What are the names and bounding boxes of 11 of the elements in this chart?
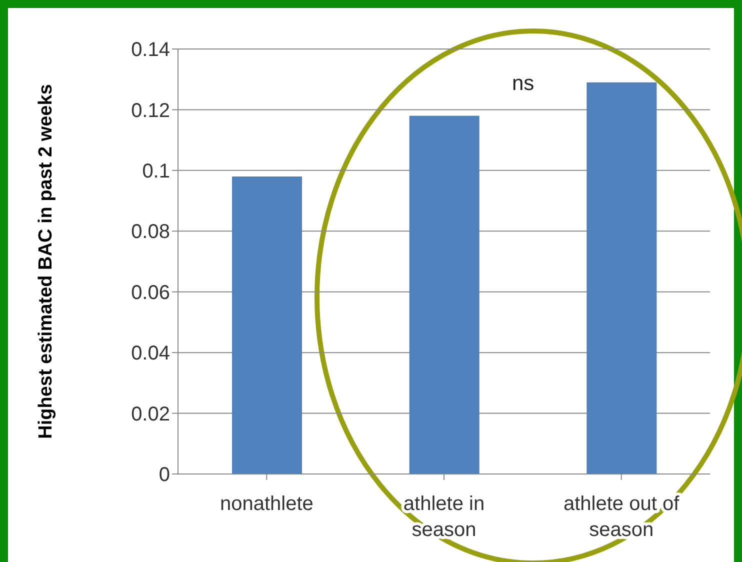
y-tick-label: 0.14 xyxy=(131,39,170,62)
y-tick-label: 0.12 xyxy=(131,100,170,122)
x-tick-label: nonathlete xyxy=(220,493,314,515)
y-tick-label: 0.04 xyxy=(131,342,170,365)
y-tick-label: 0 xyxy=(158,464,170,486)
y-tick-label: 0.08 xyxy=(131,221,170,244)
y-tick-label: 0.02 xyxy=(131,403,170,426)
y-tick-label: 0.1 xyxy=(142,160,170,183)
annotation: ns xyxy=(512,72,534,96)
y-axis-title: Highest estimated BAC in past 2 weeks xyxy=(36,84,57,439)
y-tick-label: 0.06 xyxy=(131,282,170,304)
